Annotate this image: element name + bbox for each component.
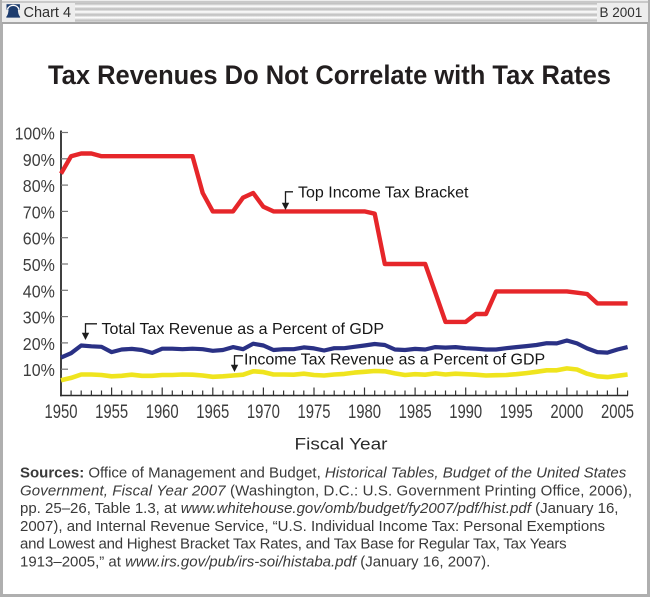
svg-text:2005: 2005 [601, 401, 634, 423]
svg-text:1980: 1980 [348, 401, 381, 423]
svg-text:10%: 10% [23, 360, 55, 380]
svg-text:1995: 1995 [500, 401, 533, 423]
svg-text:2007), and Internal Revenue Se: 2007), and Internal Revenue Service, “U.… [20, 518, 605, 535]
svg-text:1985: 1985 [399, 401, 432, 423]
svg-text:Tax Revenues Do Not Correlate: Tax Revenues Do Not Correlate with Tax R… [48, 60, 611, 90]
svg-text:Fiscal Year: Fiscal Year [295, 435, 388, 454]
svg-text:60%: 60% [23, 229, 55, 249]
svg-text:Chart 4: Chart 4 [24, 5, 72, 21]
svg-text:pp. 25–26, Table 1.3, at www.w: pp. 25–26, Table 1.3, at www.whitehouse.… [20, 500, 618, 517]
svg-text:1975: 1975 [298, 401, 331, 423]
svg-text:1913–2005,” at www.irs.gov/pub: 1913–2005,” at www.irs.gov/pub/irs-soi/h… [20, 554, 490, 571]
svg-text:B 2001: B 2001 [600, 5, 643, 20]
svg-text:100%: 100% [15, 124, 55, 144]
svg-text:80%: 80% [23, 176, 55, 196]
svg-text:1955: 1955 [95, 401, 128, 423]
svg-text:70%: 70% [23, 202, 55, 222]
svg-text:1965: 1965 [196, 401, 229, 423]
svg-text:Government, Fiscal Year 2007 (: Government, Fiscal Year 2007 (Washington… [20, 482, 632, 499]
svg-text:Top Income Tax Bracket: Top Income Tax Bracket [298, 185, 469, 202]
svg-text:50%: 50% [23, 255, 55, 275]
svg-text:Income Tax Revenue as a Percen: Income Tax Revenue as a Percent of GDP [244, 352, 545, 369]
svg-text:1950: 1950 [45, 401, 78, 423]
svg-text:1990: 1990 [449, 401, 482, 423]
svg-text:Total Tax Revenue as a Percent: Total Tax Revenue as a Percent of GDP [102, 321, 385, 338]
svg-text:Sources: Office of Management: Sources: Office of Management and Budget… [20, 465, 627, 482]
svg-text:2000: 2000 [550, 401, 583, 423]
svg-text:90%: 90% [23, 150, 55, 170]
svg-text:and Lowest and Highest Bracket: and Lowest and Highest Bracket Tax Rates… [20, 536, 566, 553]
svg-text:40%: 40% [23, 281, 55, 301]
svg-text:1970: 1970 [247, 401, 280, 423]
svg-text:30%: 30% [23, 308, 55, 328]
svg-text:1960: 1960 [146, 401, 179, 423]
svg-text:20%: 20% [23, 334, 55, 354]
